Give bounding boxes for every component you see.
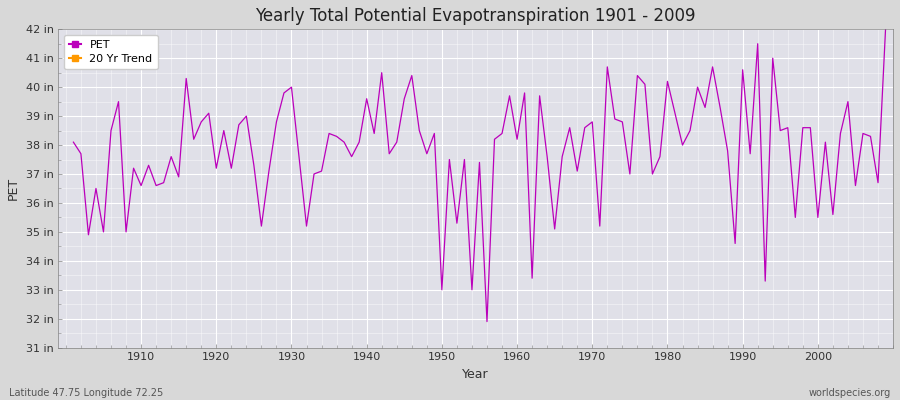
PET <box>338 140 349 144</box>
PET <box>609 116 620 121</box>
Line: PET: PET <box>74 29 886 322</box>
Text: worldspecies.org: worldspecies.org <box>809 388 891 398</box>
PET <box>519 90 530 95</box>
PET <box>482 319 492 324</box>
PET <box>512 137 523 142</box>
PET <box>68 140 79 144</box>
Text: Latitude 47.75 Longitude 72.25: Latitude 47.75 Longitude 72.25 <box>9 388 163 398</box>
PET <box>880 27 891 32</box>
X-axis label: Year: Year <box>463 368 489 381</box>
PET <box>293 154 304 159</box>
Legend: PET, 20 Yr Trend: PET, 20 Yr Trend <box>64 35 158 70</box>
Y-axis label: PET: PET <box>7 177 20 200</box>
Title: Yearly Total Potential Evapotranspiration 1901 - 2009: Yearly Total Potential Evapotranspiratio… <box>256 7 696 25</box>
PET <box>128 166 139 170</box>
